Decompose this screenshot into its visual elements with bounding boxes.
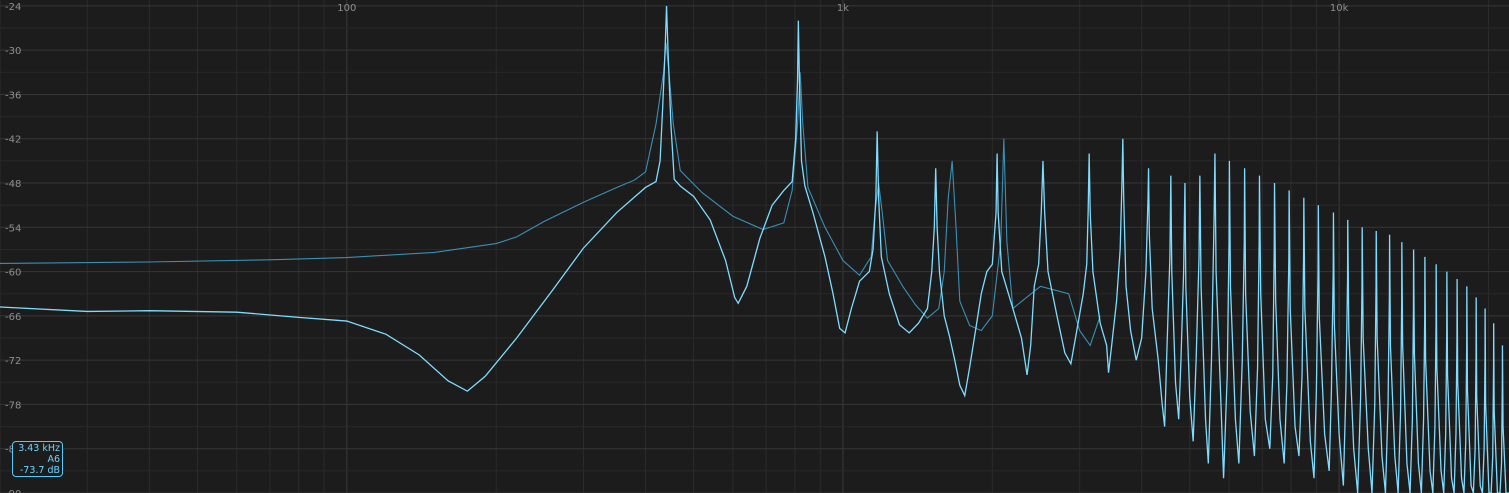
y-tick-label: -90 <box>5 489 21 493</box>
x-tick-label: 10k <box>1330 3 1349 14</box>
y-tick-label: -78 <box>5 400 21 411</box>
y-axis-labels: -24-30-36-42-48-54-60-66-72-78-84-90 <box>5 2 21 493</box>
y-tick-label: -48 <box>5 179 21 190</box>
y-tick-label: -54 <box>5 223 21 234</box>
y-tick-label: -30 <box>5 46 21 57</box>
readout-frequency: 3.43 kHz <box>18 443 60 454</box>
readout-note: A6 <box>47 454 60 465</box>
y-tick-label: -36 <box>5 90 21 101</box>
cursor-readout: 3.43 kHz A6 -73.7 dB <box>12 441 63 477</box>
average-spectrum-line <box>0 42 1101 347</box>
x-tick-label: 100 <box>337 3 356 14</box>
spectrum-line <box>0 5 1509 493</box>
y-tick-label: -72 <box>5 356 21 367</box>
y-tick-label: -60 <box>5 268 21 279</box>
y-tick-label: -66 <box>5 312 21 323</box>
readout-level: -73.7 dB <box>19 465 60 476</box>
x-tick-label: 1k <box>837 3 849 14</box>
y-tick-label: -24 <box>5 2 21 13</box>
y-tick-label: -42 <box>5 135 21 146</box>
x-axis-labels: 100 1k 10k <box>337 3 1348 14</box>
